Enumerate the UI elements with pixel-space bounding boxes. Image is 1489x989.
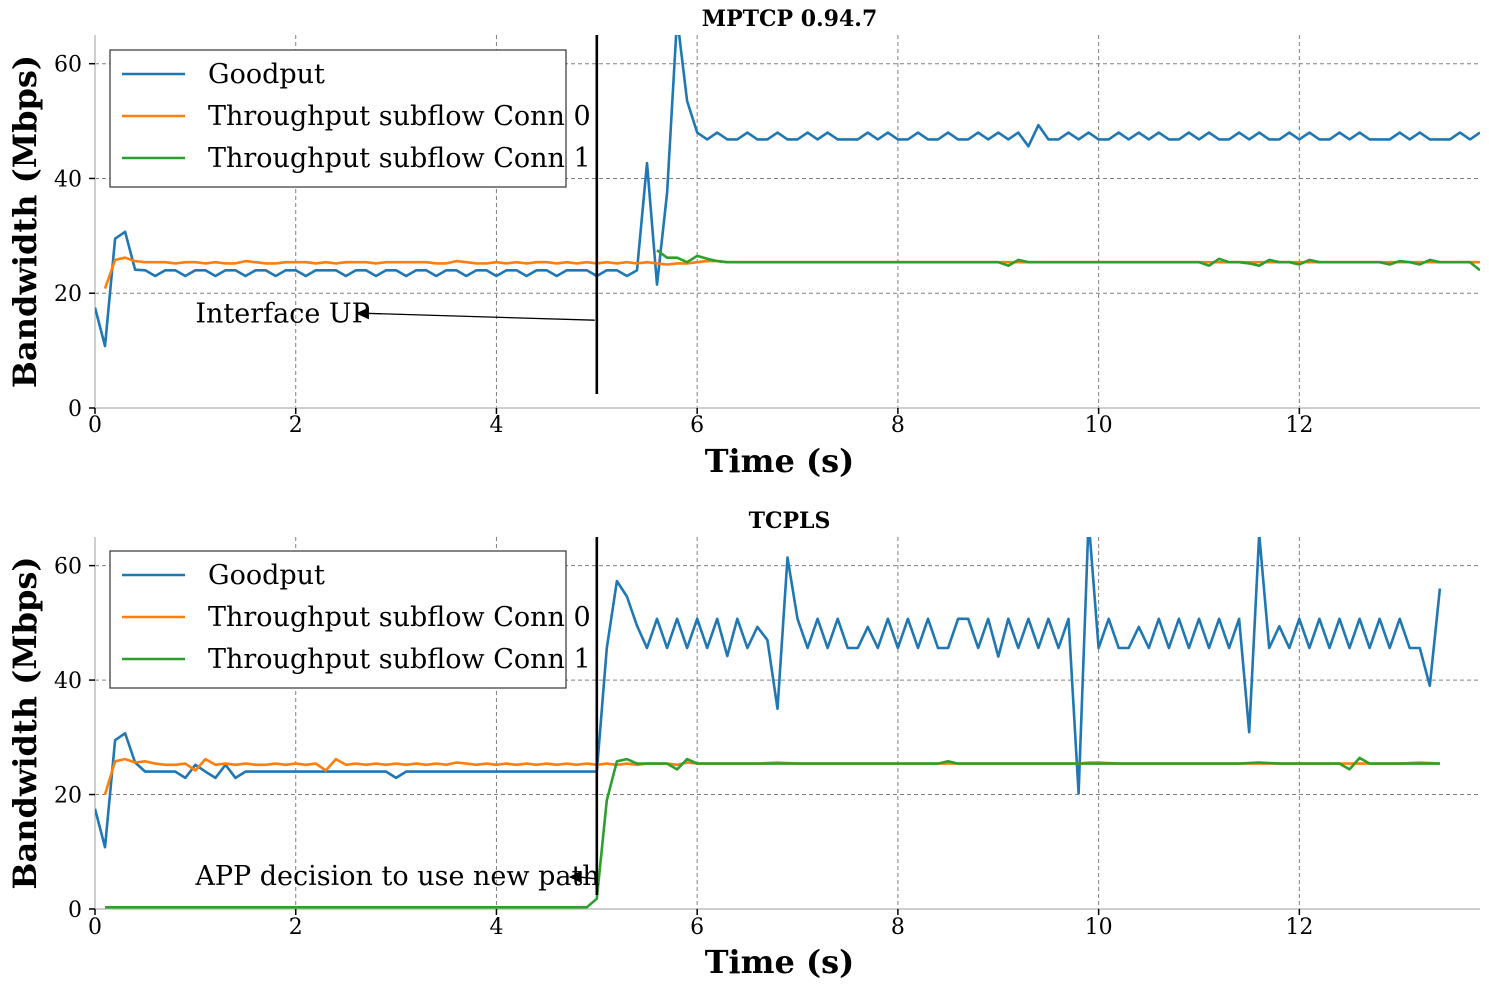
series-line-1	[95, 537, 1442, 849]
series-line-1	[95, 35, 1480, 348]
legend: Goodput Throughput subflow Conn 0 Throughp…	[109, 49, 591, 188]
x-tick-label: 4	[489, 413, 503, 438]
y-axis-label: Bandwidth (Mbps)	[6, 556, 44, 889]
x-tick-label: 4	[489, 915, 503, 940]
series-line-3	[656, 249, 1480, 272]
x-tick-label: 12	[1285, 915, 1313, 940]
annotation-arrow-line	[365, 312, 595, 321]
x-tick-label: 8	[891, 413, 905, 438]
legend: Goodput Throughput subflow Conn 0 Throughp…	[109, 550, 591, 689]
x-tick-label: 0	[88, 413, 102, 438]
chart-title: MPTCP 0.94.7	[702, 6, 878, 32]
x-tick-label: 8	[891, 915, 905, 940]
y-tick-label: 40	[54, 167, 82, 192]
annotation-arrow-head	[568, 870, 582, 883]
y-tick-label: 40	[54, 669, 82, 694]
chart-panel-1: 0 2 4 6 8 10 12 0 20 40 60 Interface UP MPTCP 0.94.7…	[6, 6, 1480, 480]
x-tick-label: 10	[1085, 915, 1113, 940]
legend-label-2: Throughput subflow Conn 0	[208, 602, 591, 633]
x-axis-label: Time (s)	[705, 442, 855, 480]
annotation-text: Interface UP	[195, 298, 369, 329]
legend-label-1: Goodput	[208, 560, 325, 591]
annotation-arrow-head	[355, 307, 369, 320]
series-group	[95, 35, 1480, 348]
legend-label-3: Throughput subflow Conn 1	[208, 143, 591, 174]
legend-box	[109, 49, 567, 188]
annotation-text: APP decision to use new path	[194, 861, 599, 892]
x-tick-label: 2	[289, 915, 303, 940]
x-tick-label: 6	[690, 915, 704, 940]
y-tick-label: 60	[54, 53, 82, 78]
legend-box	[109, 550, 567, 689]
x-tick-label: 0	[88, 915, 102, 940]
y-tick-label: 0	[68, 898, 82, 923]
x-tick-label: 2	[289, 413, 303, 438]
legend-label-1: Goodput	[208, 59, 325, 90]
y-tick-label: 20	[54, 282, 82, 307]
y-tick-label: 60	[54, 555, 82, 580]
y-tick-label: 0	[68, 397, 82, 422]
x-tick-label: 12	[1285, 413, 1313, 438]
series-group	[95, 537, 1442, 909]
legend-label-2: Throughput subflow Conn 0	[208, 101, 591, 132]
chart-title: TCPLS	[749, 508, 831, 534]
y-axis-label: Bandwidth (Mbps)	[6, 55, 44, 388]
legend-label-3: Throughput subflow Conn 1	[208, 644, 591, 675]
chart-panel-2: 0 2 4 6 8 10 12 0 20 40 60 APP decision to use new …	[6, 508, 1480, 981]
x-axis-label: Time (s)	[705, 943, 855, 981]
series-line-3	[105, 756, 1440, 909]
x-tick-label: 10	[1085, 413, 1113, 438]
y-tick-label: 20	[54, 784, 82, 809]
x-tick-label: 6	[690, 413, 704, 438]
